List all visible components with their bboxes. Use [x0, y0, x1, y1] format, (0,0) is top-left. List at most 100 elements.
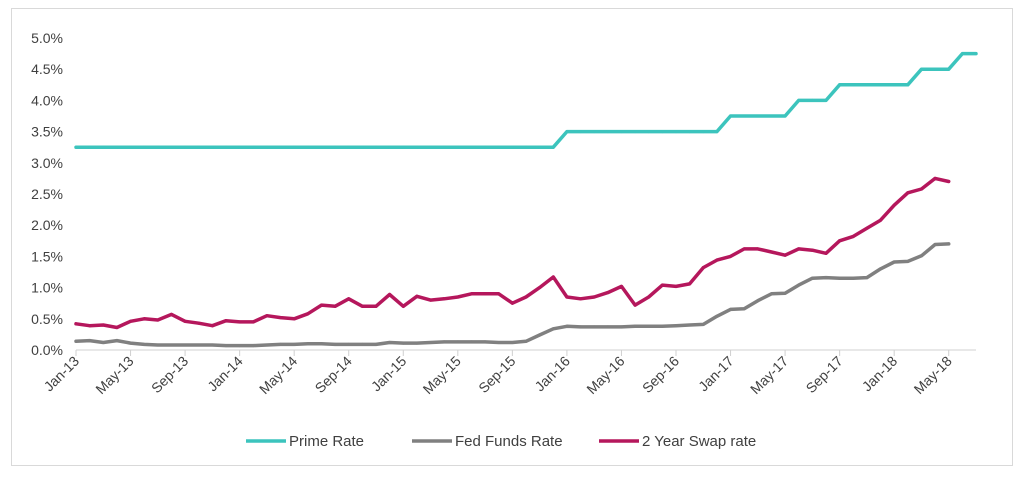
legend-label: Fed Funds Rate — [455, 433, 563, 450]
data-point — [620, 325, 623, 329]
data-point — [347, 342, 351, 346]
data-point — [756, 247, 760, 251]
data-point — [770, 292, 773, 296]
data-point — [620, 130, 623, 134]
series-fed-funds-rate — [74, 242, 951, 348]
data-point — [565, 295, 569, 299]
data-point — [592, 325, 596, 329]
data-point — [879, 218, 882, 222]
data-point — [347, 145, 351, 149]
data-point — [442, 145, 446, 149]
data-point — [88, 324, 92, 328]
data-point — [497, 341, 501, 344]
x-tick-label: May-17 — [747, 353, 791, 397]
data-point — [742, 247, 746, 251]
data-point — [851, 276, 855, 280]
x-tick-label: Sep-17 — [803, 353, 846, 396]
data-point — [920, 254, 923, 258]
data-point — [783, 114, 787, 118]
data-point — [156, 145, 160, 149]
data-point — [674, 284, 678, 288]
data-point — [115, 339, 119, 343]
data-point — [129, 319, 132, 323]
data-point — [838, 276, 842, 280]
data-point — [210, 324, 214, 328]
x-axis: Jan-13 May-13 Sep-13 Jan-14 May-14 Sep-14 Jan-… — [41, 349, 976, 397]
data-point — [115, 326, 119, 329]
data-point — [292, 317, 296, 321]
data-point — [265, 314, 269, 318]
data-point — [674, 324, 678, 328]
data-point — [592, 130, 596, 134]
y-tick-label: 2.0% — [31, 217, 63, 233]
data-point — [374, 304, 378, 308]
legend-label: Prime Rate — [289, 433, 364, 450]
data-point — [101, 145, 105, 149]
data-point — [456, 340, 460, 344]
data-point — [606, 291, 610, 295]
data-point — [783, 291, 787, 295]
data-point — [224, 344, 228, 348]
data-point — [279, 342, 282, 346]
data-point — [783, 253, 787, 257]
data-point — [183, 145, 187, 149]
data-point — [374, 342, 378, 346]
data-point — [156, 343, 160, 347]
data-point — [292, 342, 296, 346]
data-point — [660, 130, 664, 134]
data-point — [306, 145, 310, 149]
data-point — [660, 283, 664, 287]
data-point — [729, 114, 732, 118]
data-point — [224, 319, 228, 323]
data-point — [347, 297, 351, 301]
data-point — [606, 130, 610, 134]
data-point — [388, 145, 392, 149]
y-tick-label: 2.5% — [31, 186, 63, 202]
data-point — [524, 339, 528, 343]
data-point — [388, 341, 392, 344]
series-line-2-year-swap-rate — [74, 176, 951, 330]
data-point — [170, 145, 173, 149]
data-point — [933, 243, 937, 246]
data-point — [797, 247, 801, 251]
data-point — [701, 322, 705, 326]
data-point — [633, 130, 637, 134]
data-point — [415, 294, 419, 298]
series-line-fed-funds-rate — [74, 242, 951, 348]
data-point — [838, 83, 842, 87]
data-point — [320, 303, 323, 307]
data-point — [729, 307, 732, 311]
data-point — [933, 176, 937, 180]
data-point — [210, 343, 214, 347]
x-tick-label: Jan-18 — [859, 353, 901, 395]
data-point — [892, 203, 896, 207]
data-point — [647, 295, 651, 299]
data-point — [824, 251, 828, 255]
data-point — [770, 250, 773, 254]
data-point — [170, 343, 173, 347]
data-point — [906, 259, 910, 263]
x-tick-label: Jan-14 — [204, 353, 246, 395]
data-point — [238, 320, 242, 324]
data-point — [797, 98, 801, 102]
data-point — [224, 145, 228, 149]
data-point — [483, 292, 487, 296]
data-point — [565, 324, 569, 328]
series-prime-rate — [74, 51, 978, 149]
data-point — [797, 283, 801, 287]
y-tick-label: 0.0% — [31, 342, 63, 358]
data-point — [538, 286, 542, 290]
series-2-year-swap-rate — [74, 176, 951, 330]
data-point — [456, 295, 460, 299]
data-point — [74, 145, 78, 149]
data-point — [470, 340, 473, 344]
data-point — [510, 145, 514, 149]
data-point — [742, 114, 746, 118]
data-point — [333, 145, 337, 149]
data-point — [688, 323, 692, 327]
data-point — [810, 276, 814, 280]
data-point — [851, 234, 855, 238]
data-point — [197, 321, 201, 325]
y-axis: 0.0% 0.5% 1.0% 1.5% 2.0% 2.5% 3.0% 3.5% 4.0% 4.5%… — [31, 30, 63, 358]
y-tick-label: 5.0% — [31, 30, 63, 46]
